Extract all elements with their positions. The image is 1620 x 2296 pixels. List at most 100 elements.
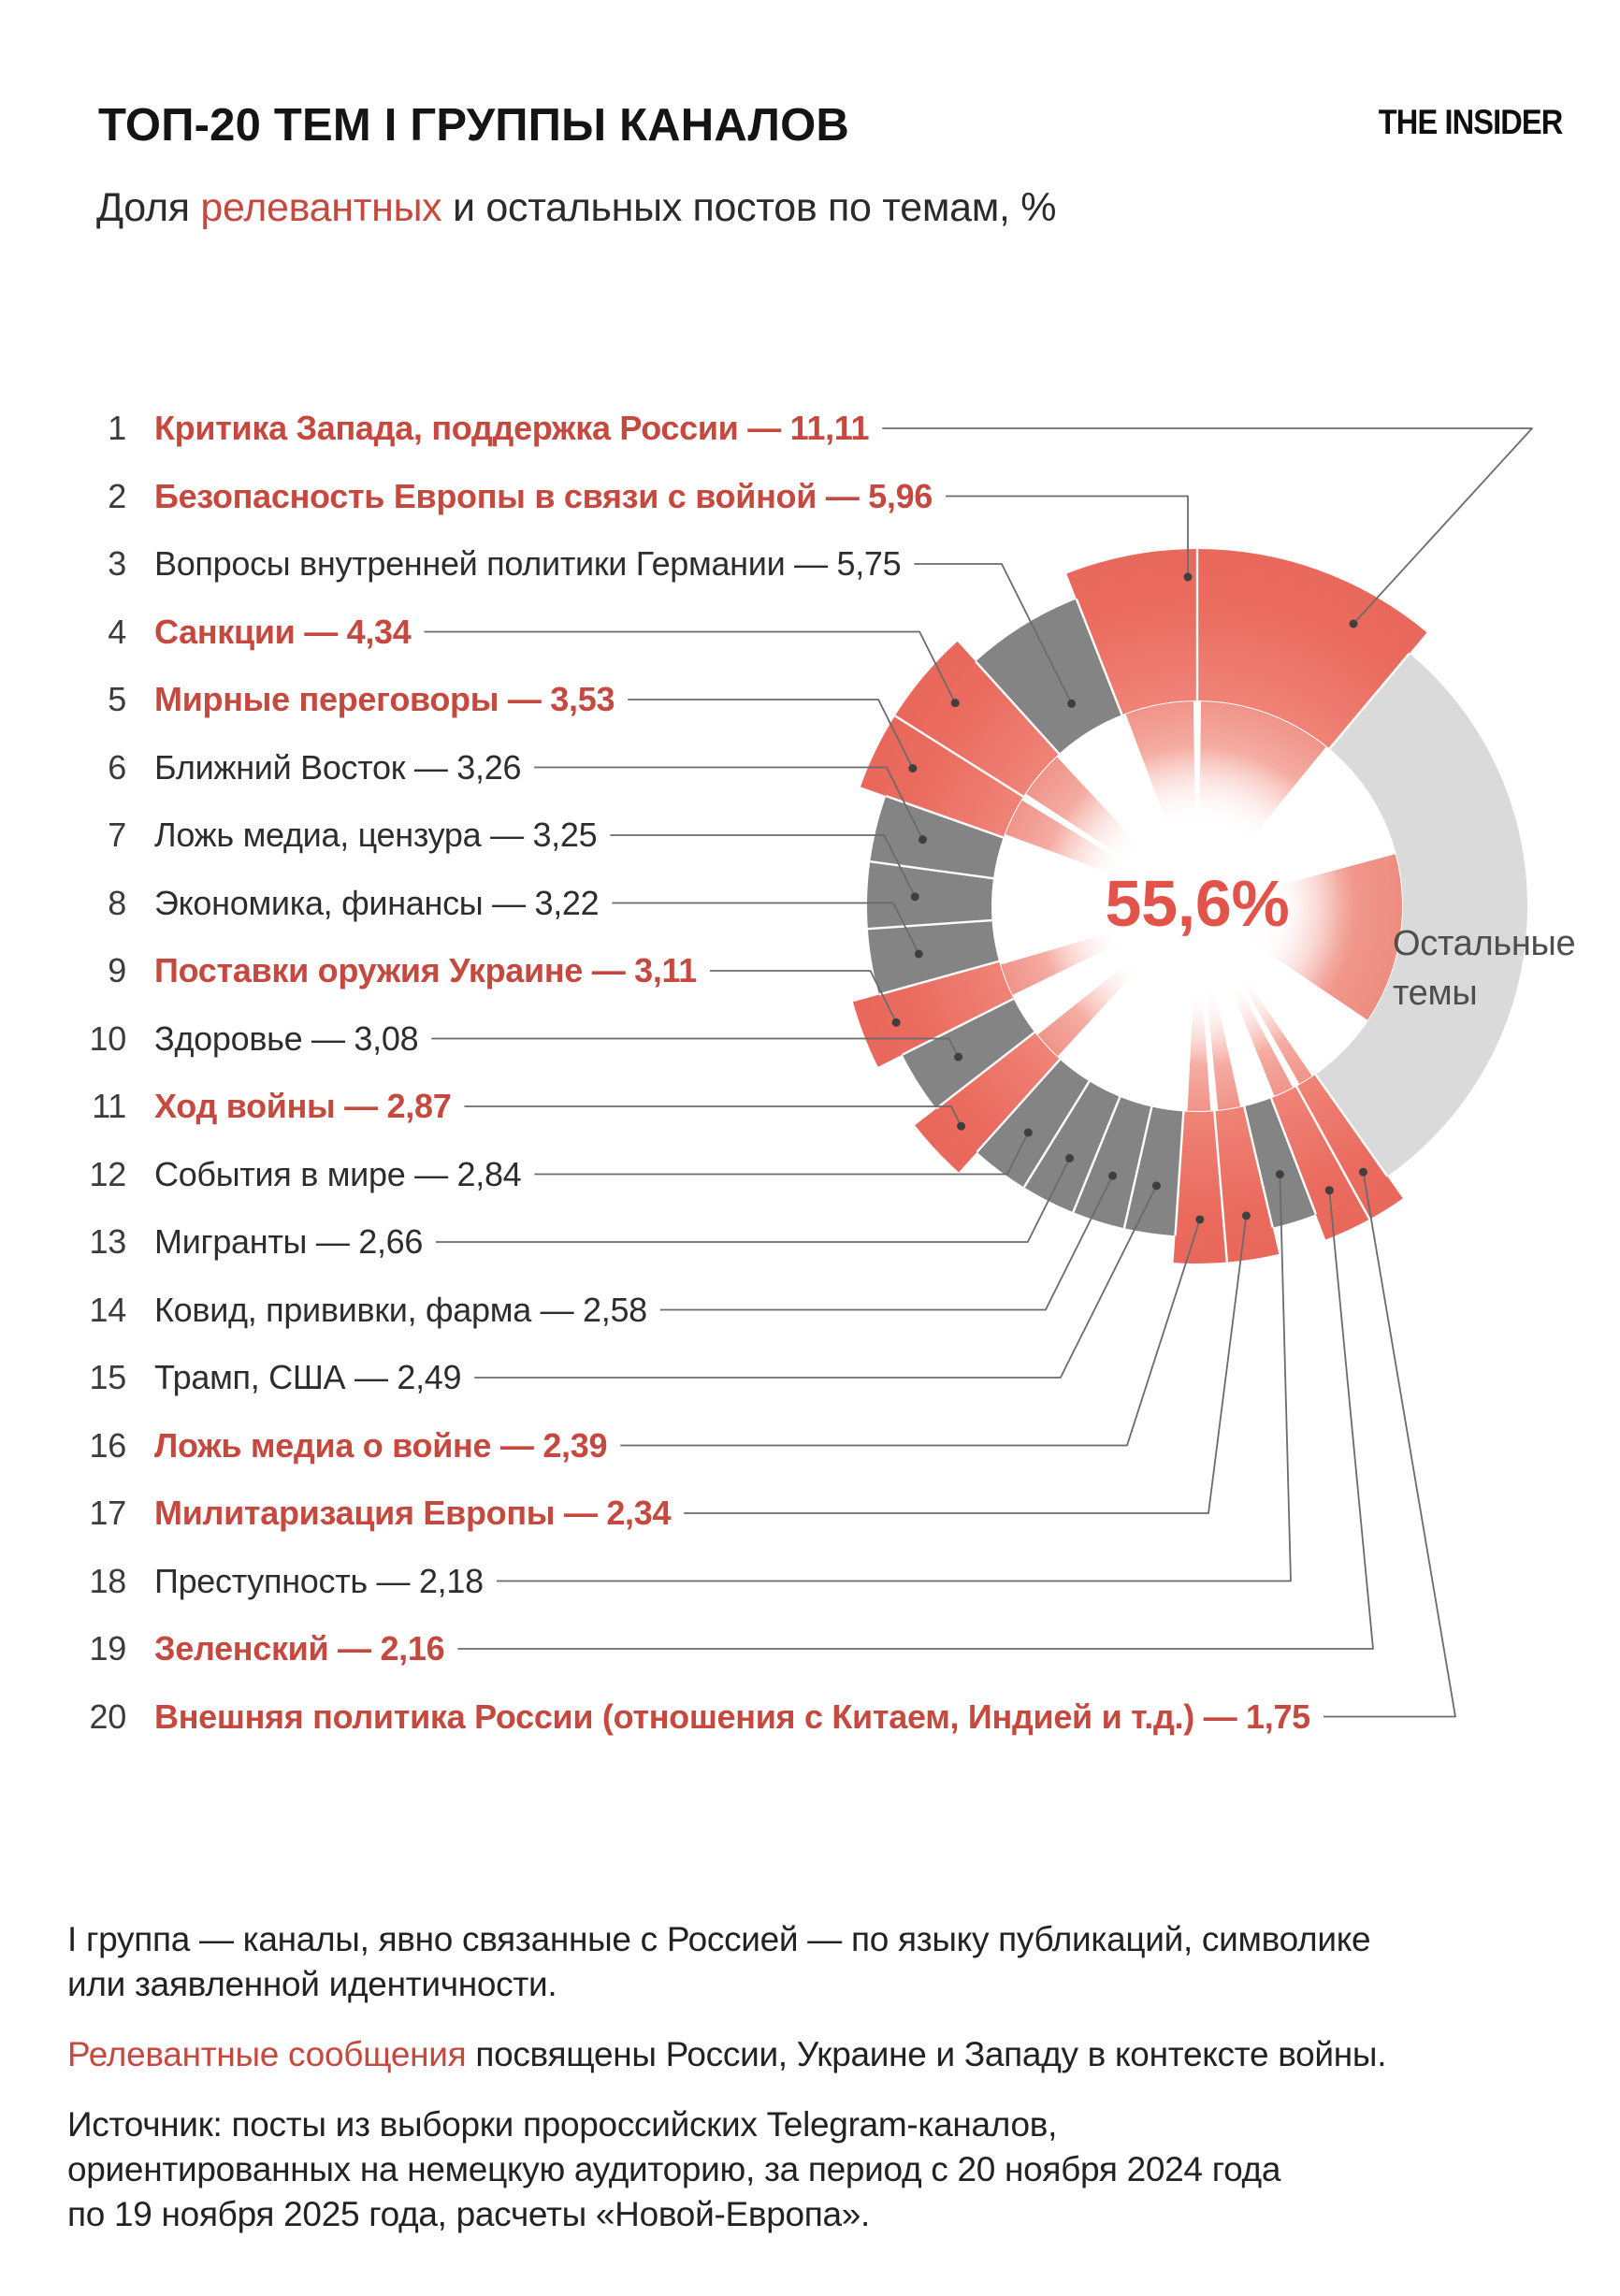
topic-rank: 11 xyxy=(92,1087,126,1125)
leader-line-12 xyxy=(534,1132,1030,1176)
topic-row-17: 17 Милитаризация Европы — 2,34 xyxy=(56,1480,672,1547)
sector-separator xyxy=(1022,1080,1091,1189)
topic-label: Здоровье — 3,08 xyxy=(154,1018,419,1058)
topic-row-12: 12 События в мире — 2,84 xyxy=(56,1141,522,1208)
topic-label: Милитаризация Европы — 2,34 xyxy=(154,1494,672,1532)
rest-sector-label: Остальные темы xyxy=(1393,919,1576,1018)
topic-rank: 7 xyxy=(108,816,126,854)
topic-label: Безопасность Европы в связи с войной — 5… xyxy=(154,476,933,515)
sector-separator xyxy=(878,960,1000,996)
topic-rank: 13 xyxy=(89,1222,127,1261)
leader-line-14 xyxy=(659,1175,1114,1311)
topic-label: Ложь медиа о войне — 2,39 xyxy=(154,1425,608,1465)
topic-rank: 15 xyxy=(89,1358,127,1396)
leader-line-10 xyxy=(431,1037,960,1058)
donut-sector-2 xyxy=(1066,549,1197,715)
donut-sector-17 xyxy=(1214,1106,1280,1263)
rest-sector-label-line: темы xyxy=(1393,974,1478,1013)
donut-sector-1 xyxy=(1197,549,1427,749)
leader-line-5 xyxy=(628,699,914,769)
leader-line-7 xyxy=(610,834,916,898)
leader-dot-18 xyxy=(1275,1170,1284,1179)
topic-label: События в мире — 2,84 xyxy=(154,1154,522,1193)
topic-row-9: 9 Поставки оружия Украине — 3,11 xyxy=(56,937,697,1004)
sector-separator xyxy=(1213,1111,1229,1263)
footnote-1: I группа — каналы, явно связанные с Росс… xyxy=(67,1917,1433,2007)
topic-rank: 9 xyxy=(108,951,126,989)
topic-row-6: 6 Ближний Восток — 3,26 xyxy=(56,734,521,801)
donut-sector-18 xyxy=(1244,1098,1316,1228)
topic-label: Вопросы внутренней политики Германии — 5… xyxy=(154,544,902,583)
topic-rank: 10 xyxy=(89,1018,127,1058)
sector-separator xyxy=(1269,1097,1317,1215)
leader-dot-12 xyxy=(1023,1128,1033,1137)
topic-row-2: 2 Безопасность Европы в связи с войной — … xyxy=(56,463,933,530)
leader-line-3 xyxy=(914,563,1073,704)
leader-dot-2 xyxy=(1183,572,1193,582)
leader-dot-20 xyxy=(1358,1167,1367,1177)
leader-dot-19 xyxy=(1324,1186,1334,1195)
topic-label: Мигранты — 2,66 xyxy=(154,1222,424,1261)
topic-label: Трамп, США — 2,49 xyxy=(154,1358,462,1396)
subtitle-highlight: релевантных xyxy=(200,185,442,230)
leader-line-18 xyxy=(496,1174,1292,1582)
leader-dot-11 xyxy=(957,1121,966,1131)
topic-label: Преступность — 2,18 xyxy=(154,1561,484,1600)
sector-separator xyxy=(1174,1111,1185,1236)
topic-rank: 5 xyxy=(108,680,126,718)
brand-logo: THE INSIDER xyxy=(1378,103,1562,141)
donut-sector-4 xyxy=(894,641,1060,797)
sector-separator xyxy=(1328,652,1410,750)
sector-separator xyxy=(1122,1106,1153,1229)
donut-sector-16 xyxy=(1173,1111,1227,1264)
leader-line-2 xyxy=(946,495,1189,577)
donut-sector-3 xyxy=(976,599,1122,754)
topic-row-4: 4 Санкции — 4,34 xyxy=(56,599,412,666)
topic-rank: 20 xyxy=(89,1697,127,1736)
footnote-2: Релевантные сообщения посвящены России, … xyxy=(67,2032,1433,2077)
topic-rank: 1 xyxy=(108,409,126,447)
topic-row-20: 20 Внешняя политика России (отношения с К… xyxy=(56,1683,1311,1751)
donut-sector-rest xyxy=(1315,653,1527,1177)
donut-sector-9 xyxy=(852,960,1014,1067)
leader-line-19 xyxy=(457,1190,1374,1650)
topic-rank: 8 xyxy=(108,883,126,922)
leader-line-1 xyxy=(882,427,1533,625)
topic-row-19: 19 Зеленский — 2,16 xyxy=(56,1615,445,1682)
subtitle-prefix: Доля xyxy=(96,185,201,230)
leader-dot-3 xyxy=(1067,699,1077,708)
leader-dot-1 xyxy=(1349,619,1358,628)
leader-line-20 xyxy=(1323,1171,1456,1718)
leader-line-17 xyxy=(684,1215,1248,1514)
topic-label: Санкции — 4,34 xyxy=(154,612,412,651)
leader-dot-5 xyxy=(908,764,918,773)
leader-line-6 xyxy=(534,766,924,841)
footnote-text: Источник: посты из выборки пророссийских… xyxy=(67,2105,1281,2234)
leader-line-16 xyxy=(620,1219,1201,1447)
donut-sector-8 xyxy=(867,920,1000,995)
leader-dot-15 xyxy=(1151,1181,1161,1191)
topic-label: Зеленский — 2,16 xyxy=(154,1629,445,1668)
leader-dot-17 xyxy=(1241,1211,1251,1220)
topic-label: Мирные переговоры — 3,53 xyxy=(154,680,615,718)
leader-line-13 xyxy=(436,1158,1071,1243)
leader-dot-14 xyxy=(1108,1171,1118,1180)
sector-separator xyxy=(867,918,992,931)
page-title: ТОП-20 ТЕМ I ГРУППЫ КАНАЛОВ xyxy=(98,100,850,151)
footnote-highlight: Релевантные сообщения xyxy=(67,2035,467,2074)
donut-center-value: 55,6% xyxy=(1105,867,1290,940)
topic-label: Внешняя политика России (отношения с Кит… xyxy=(154,1697,1310,1736)
donut-sector-15 xyxy=(1123,1106,1184,1236)
sector-separator xyxy=(1295,1086,1371,1220)
leader-line-11 xyxy=(464,1105,962,1127)
leader-dot-16 xyxy=(1195,1215,1205,1224)
topic-rank: 14 xyxy=(89,1290,127,1329)
leader-dot-4 xyxy=(950,699,960,708)
topic-rank: 16 xyxy=(89,1425,127,1465)
topic-row-7: 7 Ложь медиа, цензура — 3,25 xyxy=(56,801,597,869)
leader-line-9 xyxy=(710,970,897,1023)
topic-rank: 12 xyxy=(89,1154,127,1193)
footnote-3: Источник: посты из выборки пророссийских… xyxy=(67,2102,1325,2237)
